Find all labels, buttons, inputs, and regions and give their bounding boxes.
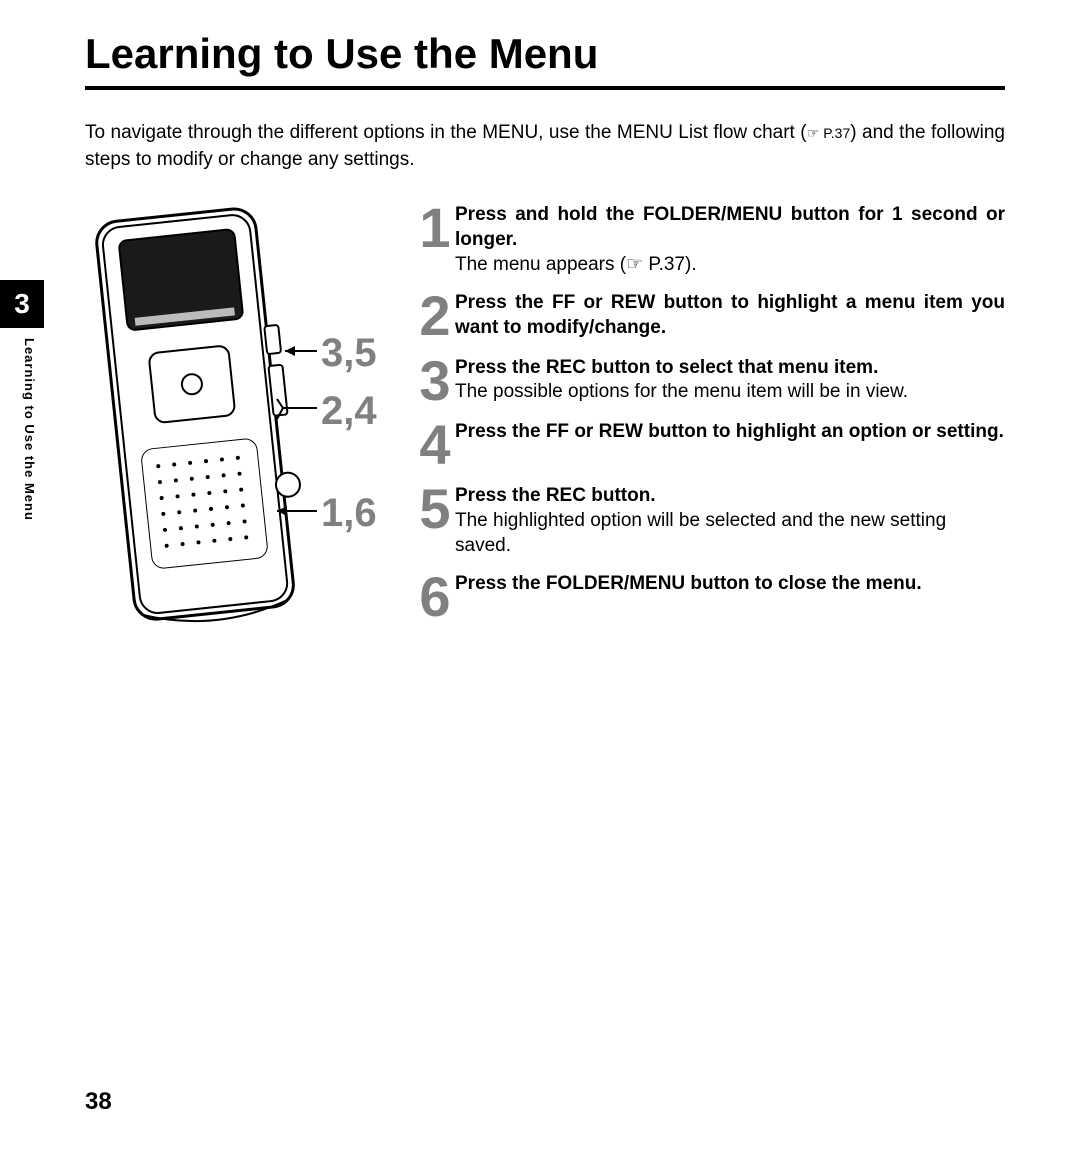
step-body: Press the REC button to select that menu…: [455, 356, 1005, 405]
step-heading-text: Press the: [455, 421, 546, 442]
step-body: Press the FF or REW button to highlight …: [455, 420, 1005, 445]
page-number: 38: [85, 1088, 112, 1116]
step-heading-text: REC: [546, 485, 586, 506]
section-sidebar: 3 Learning to Use the Menu: [0, 280, 50, 521]
step-detail: The highlighted option will be selected …: [455, 509, 1005, 558]
instruction-step: 6Press the FOLDER/MENU button to close t…: [415, 572, 1005, 622]
step-heading-text: Press the: [455, 485, 546, 506]
step-heading-text: button.: [586, 485, 656, 506]
step-detail-text: ☞ P.37: [626, 254, 685, 275]
step-detail-text: The menu appears (: [455, 254, 626, 275]
content-row: 3,5 2,4 1,6 1Press and hold the FOLDER/M…: [85, 203, 1005, 637]
step-heading-text: FOLDER/MENU: [546, 573, 685, 594]
instruction-step: 5Press the REC button.The highlighted op…: [415, 484, 1005, 558]
step-heading-text: FOLDER/MENU: [643, 204, 782, 225]
step-heading-text: REC: [546, 357, 586, 378]
step-heading-text: REW: [611, 292, 655, 313]
step-number: 1: [415, 203, 455, 253]
page-title: Learning to Use the Menu: [85, 30, 1005, 78]
device-diagram-column: 3,5 2,4 1,6: [85, 203, 395, 633]
title-rule: [85, 86, 1005, 90]
step-detail-text: ).: [685, 254, 697, 275]
step-detail: The menu appears (☞ P.37).: [455, 253, 1005, 278]
step-number: 2: [415, 291, 455, 341]
step-heading-text: Press the: [455, 573, 546, 594]
callout-1-6: 1,6: [321, 491, 377, 536]
step-heading-text: Press the: [455, 292, 552, 313]
page-content: Learning to Use the Menu To navigate thr…: [85, 30, 1005, 637]
section-number-tab: 3: [0, 280, 44, 328]
step-heading-text: button to highlight an option or setting…: [643, 421, 1004, 442]
instruction-step: 2Press the FF or REW button to highlight…: [415, 291, 1005, 341]
step-heading-text: Press the: [455, 357, 546, 378]
step-heading: Press the FOLDER/MENU button to close th…: [455, 572, 1005, 597]
step-heading-text: FF: [552, 292, 575, 313]
step-heading: Press the FF or REW button to highlight …: [455, 420, 1005, 445]
step-heading: Press the REC button.: [455, 484, 1005, 509]
step-number: 4: [415, 420, 455, 470]
callout-label: 1,6: [321, 491, 377, 536]
steps-column: 1Press and hold the FOLDER/MENU button f…: [415, 203, 1005, 637]
section-title-vertical: Learning to Use the Menu: [22, 338, 37, 521]
step-heading-text: REW: [599, 421, 643, 442]
instruction-step: 1Press and hold the FOLDER/MENU button f…: [415, 203, 1005, 277]
step-number: 5: [415, 484, 455, 534]
step-body: Press the FOLDER/MENU button to close th…: [455, 572, 1005, 597]
callout-label: 3,5: [321, 331, 377, 376]
step-heading-text: button to close the menu.: [685, 573, 921, 594]
step-body: Press the REC button.The highlighted opt…: [455, 484, 1005, 558]
instruction-step: 3Press the REC button to select that men…: [415, 356, 1005, 406]
step-body: Press the FF or REW button to highlight …: [455, 291, 1005, 340]
step-heading-text: FF: [546, 421, 569, 442]
intro-text-pre: To navigate through the different option…: [85, 122, 807, 143]
step-heading-text: or: [575, 292, 611, 313]
step-number: 6: [415, 572, 455, 622]
callout-3-5: 3,5: [321, 331, 377, 376]
callout-label: 2,4: [321, 389, 377, 434]
step-detail-text: The possible options for the menu item w…: [455, 381, 908, 402]
step-heading: Press the FF or REW button to highlight …: [455, 291, 1005, 340]
step-heading: Press the REC button to select that menu…: [455, 356, 1005, 381]
step-heading-text: or: [569, 421, 599, 442]
intro-paragraph: To navigate through the different option…: [85, 120, 1005, 173]
instruction-step: 4Press the FF or REW button to highlight…: [415, 420, 1005, 470]
step-detail-text: The highlighted option will be selected …: [455, 510, 946, 556]
step-heading: Press and hold the FOLDER/MENU button fo…: [455, 203, 1005, 252]
step-number: 3: [415, 356, 455, 406]
step-heading-text: button to select that menu item.: [586, 357, 878, 378]
step-heading-text: Press and hold the: [455, 204, 643, 225]
step-detail: The possible options for the menu item w…: [455, 380, 1005, 405]
pointer-icon: ☞ P.37: [807, 125, 851, 141]
callout-2-4: 2,4: [321, 389, 377, 434]
step-body: Press and hold the FOLDER/MENU button fo…: [455, 203, 1005, 277]
device-illustration: 3,5 2,4 1,6: [85, 203, 395, 633]
